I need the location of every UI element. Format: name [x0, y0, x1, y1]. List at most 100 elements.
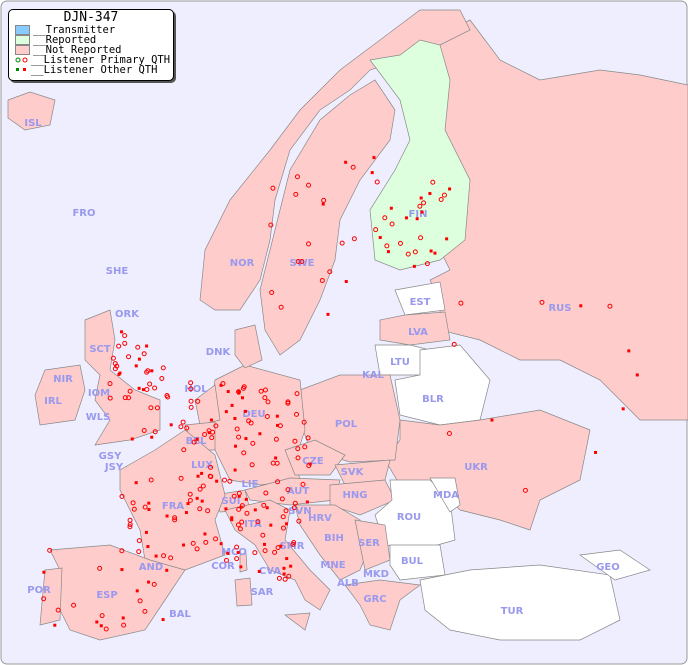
listener-primary-marker — [188, 380, 194, 386]
listener-other-marker — [224, 507, 228, 511]
country-isl[interactable] — [7, 91, 56, 131]
listener-primary-marker — [213, 536, 219, 542]
listener-other-marker — [196, 474, 200, 478]
country-fin[interactable] — [369, 39, 471, 271]
listener-primary-marker — [194, 546, 200, 552]
country-label-sct: SCT — [89, 344, 111, 355]
country-deu[interactable] — [209, 364, 306, 486]
listener-other-marker — [276, 423, 280, 427]
listener-primary-marker — [241, 450, 247, 456]
listener-primary-marker — [168, 555, 174, 561]
listener-other-marker — [389, 206, 393, 210]
listener-primary-marker — [607, 303, 613, 309]
listener-other-marker — [579, 304, 583, 308]
country-hol[interactable] — [194, 384, 221, 426]
listener-primary-marker — [161, 553, 167, 559]
listener-other-marker — [240, 396, 244, 400]
listener-primary-marker — [188, 386, 194, 392]
country-label-ltu: LTU — [390, 357, 410, 368]
country-label-lie: LIE — [242, 479, 259, 490]
listener-primary-marker — [148, 405, 154, 411]
country-hng[interactable] — [329, 479, 396, 516]
listener-primary-marker — [246, 418, 252, 424]
listener-primary-marker — [285, 487, 291, 493]
country-bul[interactable] — [389, 544, 446, 581]
listener-other-marker — [137, 357, 141, 361]
listener-other-marker — [184, 511, 188, 515]
listener-primary-marker — [148, 477, 154, 483]
listener-other-marker — [150, 369, 154, 373]
country-label-alb: ALB — [337, 578, 359, 589]
country-grc[interactable] — [344, 579, 421, 631]
listener-primary-marker — [200, 483, 206, 489]
country-lva[interactable] — [379, 311, 451, 346]
listener-primary-marker — [351, 236, 357, 242]
listener-other-marker — [233, 416, 237, 420]
listener-other-marker — [226, 390, 230, 394]
country-ukr[interactable] — [384, 409, 591, 531]
listener-other-marker — [95, 620, 99, 624]
country-geo[interactable] — [579, 549, 651, 581]
country-label-lux: LUX — [191, 460, 213, 471]
listener-other-marker — [141, 388, 145, 392]
listener-primary-marker — [280, 514, 286, 520]
country-hrv-bal[interactable] — [294, 504, 371, 581]
listener-primary-marker — [252, 550, 258, 556]
country-label-nir: NIR — [53, 374, 73, 385]
country-label-svk: SVK — [341, 467, 365, 478]
listener-primary-marker — [234, 426, 240, 432]
country-fra[interactable] — [119, 429, 226, 571]
country-label-ser: SER — [358, 538, 380, 549]
country-label-hol: HOL — [184, 384, 208, 395]
country-label-est: EST — [410, 297, 431, 308]
listener-primary-marker — [178, 475, 184, 481]
listener-other-marker — [269, 523, 273, 527]
listener-primary-marker — [141, 428, 147, 434]
listener-other-marker — [154, 554, 158, 558]
country-label-geo: GEO — [596, 562, 620, 573]
country-gbr[interactable] — [84, 309, 161, 446]
listener-primary-marker — [99, 613, 105, 619]
country-sic[interactable] — [284, 612, 311, 631]
country-label-and: AND — [139, 562, 163, 573]
listener-primary-marker — [272, 549, 278, 555]
listener-other-marker — [428, 192, 432, 196]
listener-primary-marker — [180, 419, 186, 425]
country-label-jsy: JSY — [104, 462, 124, 473]
country-irl[interactable] — [34, 364, 86, 426]
listener-other-marker — [146, 545, 150, 549]
listener-primary-marker — [178, 424, 184, 430]
country-label-wls: WLS — [86, 412, 111, 423]
country-label-deu: DEU — [242, 409, 265, 420]
country-sar[interactable] — [234, 577, 253, 607]
listener-other-marker — [234, 444, 238, 448]
listener-other-marker — [147, 508, 151, 512]
listener-other-marker — [370, 171, 374, 175]
listener-other-marker — [237, 391, 241, 395]
country-label-mco: MCO — [221, 547, 247, 558]
listener-primary-marker — [412, 249, 418, 255]
listener-primary-marker — [127, 388, 133, 394]
country-ita[interactable] — [224, 499, 331, 611]
listener-primary-marker — [285, 400, 291, 406]
country-dnk[interactable] — [234, 324, 263, 369]
listener-primary-marker — [235, 522, 241, 528]
country-mda[interactable] — [429, 477, 461, 513]
country-label-bih: BIH — [324, 533, 344, 544]
country-est[interactable] — [394, 281, 446, 316]
country-label-sui: SUI — [221, 496, 240, 507]
country-swe[interactable] — [259, 79, 396, 356]
country-tur[interactable] — [419, 564, 621, 641]
listener-primary-marker — [195, 398, 201, 404]
listener-other-marker — [134, 481, 138, 485]
listener-other-marker — [289, 564, 293, 568]
listener-other-marker — [182, 543, 186, 547]
listener-primary-marker — [231, 493, 237, 499]
country-label-cze: CZE — [302, 456, 324, 467]
listener-primary-marker — [188, 398, 194, 404]
listener-other-marker — [120, 330, 124, 334]
listener-primary-marker — [114, 363, 120, 369]
listener-primary-marker — [142, 504, 148, 510]
